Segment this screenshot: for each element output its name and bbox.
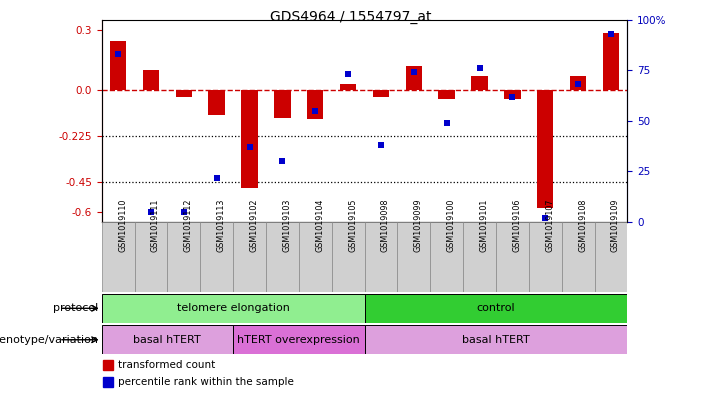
Point (375, 142, 386, 148)
Bar (233, 325, 365, 354)
Bar (594, 222, 627, 292)
Text: genotype/variation: genotype/variation (0, 335, 98, 345)
Point (343, 71, 354, 77)
Bar (233, 222, 266, 292)
Text: transformed count: transformed count (118, 360, 215, 370)
Bar (208, 90, 225, 115)
Text: GSM1019102: GSM1019102 (250, 198, 259, 252)
Bar (332, 222, 365, 292)
Bar (110, 41, 126, 90)
Bar (471, 76, 488, 90)
Text: GSM1019109: GSM1019109 (611, 198, 620, 252)
Bar (430, 222, 463, 292)
Point (606, 31, 617, 37)
Point (277, 158, 288, 164)
Bar (102, 325, 233, 354)
Bar (102, 222, 135, 292)
Bar (570, 76, 586, 90)
Point (211, 174, 222, 181)
Text: GSM1019105: GSM1019105 (348, 198, 357, 252)
Text: GSM1019111: GSM1019111 (151, 198, 160, 252)
Text: GDS4964 / 1554797_at: GDS4964 / 1554797_at (270, 10, 431, 24)
Text: basal hTERT: basal hTERT (133, 335, 201, 345)
Bar (241, 90, 258, 187)
Bar (103, 360, 114, 370)
Point (540, 215, 551, 221)
Bar (603, 33, 619, 90)
Text: telomere elongation: telomere elongation (177, 303, 290, 313)
Text: protocol: protocol (53, 303, 98, 313)
Text: GSM1019104: GSM1019104 (315, 198, 325, 252)
Bar (103, 376, 114, 387)
Bar (365, 294, 627, 323)
Text: basal hTERT: basal hTERT (462, 335, 530, 345)
Point (145, 209, 156, 215)
Bar (266, 222, 299, 292)
Bar (562, 222, 594, 292)
Bar (529, 222, 562, 292)
Text: control: control (477, 303, 515, 313)
Bar (168, 222, 200, 292)
Bar (274, 90, 291, 118)
Bar (200, 222, 233, 292)
Bar (406, 66, 422, 90)
Bar (340, 84, 356, 90)
Bar (397, 222, 430, 292)
Text: GSM1019113: GSM1019113 (217, 198, 226, 252)
Bar (373, 90, 389, 97)
Bar (365, 222, 397, 292)
Text: GSM1019106: GSM1019106 (512, 198, 522, 252)
Text: GSM1019108: GSM1019108 (578, 198, 587, 252)
Bar (463, 222, 496, 292)
Text: hTERT overexpression: hTERT overexpression (238, 335, 360, 345)
Text: GSM1019099: GSM1019099 (414, 198, 423, 252)
Bar (175, 90, 192, 97)
Point (244, 144, 255, 150)
Point (112, 51, 123, 57)
Bar (299, 222, 332, 292)
Point (178, 209, 189, 215)
Text: GSM1019101: GSM1019101 (479, 198, 489, 252)
Bar (307, 90, 323, 119)
Text: GSM1019103: GSM1019103 (283, 198, 292, 252)
Point (310, 108, 321, 114)
Point (507, 94, 518, 100)
Bar (102, 294, 365, 323)
Bar (143, 70, 159, 90)
Text: GSM1019100: GSM1019100 (447, 198, 456, 252)
Bar (135, 222, 168, 292)
Bar (365, 325, 627, 354)
Text: GSM1019107: GSM1019107 (545, 198, 554, 252)
Bar (438, 90, 455, 99)
Bar (504, 90, 521, 99)
Point (408, 69, 419, 75)
Text: GSM1019098: GSM1019098 (381, 198, 390, 252)
Point (474, 65, 485, 72)
Bar (537, 90, 554, 208)
Text: GSM1019110: GSM1019110 (118, 198, 127, 252)
Point (441, 120, 452, 126)
Bar (496, 222, 529, 292)
Text: GSM1019112: GSM1019112 (184, 198, 193, 252)
Text: percentile rank within the sample: percentile rank within the sample (118, 377, 294, 387)
Point (573, 81, 584, 88)
